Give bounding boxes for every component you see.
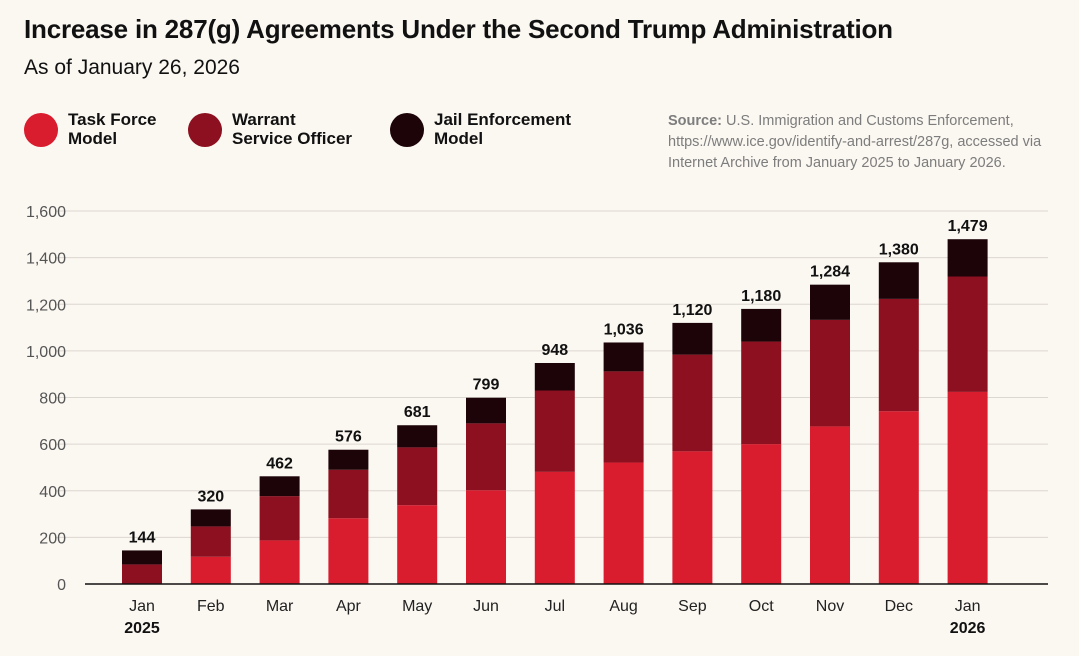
bar-total-label: 576 (335, 429, 362, 446)
bar-segment-warrant-service-officer (122, 564, 162, 584)
bar-segment-jail-enforcement-model (878, 262, 919, 299)
bar-segment-task-force-model (741, 444, 782, 584)
bar-segment-warrant-service-officer (741, 341, 782, 445)
y-tick-label: 1,000 (26, 344, 66, 361)
bar-segment-jail-enforcement-model (190, 509, 231, 527)
legend-swatch-jail-enforcement (390, 113, 424, 147)
source-text: U.S. Immigration and Customs Enforcement… (668, 113, 1042, 171)
legend-label-jail-enforcement: Jail Enforcement Model (434, 110, 571, 148)
bar-segment-jail-enforcement-model (122, 550, 162, 565)
bar-segment-warrant-service-officer (259, 496, 300, 541)
bar-total-label: 462 (266, 455, 293, 472)
x-tick-year: 2025 (124, 620, 160, 637)
bar-segment-warrant-service-officer (603, 371, 644, 463)
x-tick-label: Jul (545, 598, 565, 615)
chart-title: Increase in 287(g) Agreements Under the … (24, 14, 893, 44)
y-tick-label: 400 (39, 484, 66, 501)
bar-segment-jail-enforcement-model (259, 476, 300, 497)
bar-total-label: 320 (197, 488, 224, 505)
legend-item-warrant-service: Warrant Service Officer (188, 110, 352, 148)
bar-segment-warrant-service-officer (672, 354, 713, 452)
bar-segment-jail-enforcement-model (810, 284, 850, 320)
x-tick-label: Jan (129, 598, 155, 615)
y-tick-label: 1,400 (26, 251, 66, 268)
legend-label-warrant-service: Warrant Service Officer (232, 110, 353, 148)
x-tick-label: Sep (678, 598, 707, 615)
x-tick-label: Aug (609, 598, 637, 615)
x-tick-label: Jan (955, 598, 981, 615)
x-tick-label: Mar (266, 598, 294, 615)
y-tick-label: 1,200 (26, 297, 66, 314)
bar-segment-task-force-model (190, 556, 231, 584)
bar-segment-warrant-service-officer (534, 390, 575, 472)
bar-segment-warrant-service-officer (397, 447, 438, 506)
bar-segment-task-force-model (397, 505, 438, 584)
bar-segment-warrant-service-officer (328, 469, 369, 519)
legend-item-jail-enforcement: Jail Enforcement Model (390, 110, 571, 148)
bar-total-label: 799 (473, 377, 500, 394)
y-tick-label: 1,600 (26, 204, 66, 221)
bar-segment-jail-enforcement-model (672, 322, 713, 355)
bar-segment-jail-enforcement-model (534, 362, 575, 391)
source-note: Source: U.S. Immigration and Customs Enf… (668, 111, 1063, 174)
y-tick-label: 800 (39, 391, 66, 408)
bar-segment-task-force-model (878, 411, 919, 584)
x-tick-year: 2026 (950, 620, 986, 637)
bar-segment-warrant-service-officer (466, 423, 506, 491)
bar-segment-task-force-model (947, 391, 988, 584)
bar-segment-task-force-model (328, 518, 369, 584)
bar-segment-task-force-model (672, 451, 713, 584)
bar-segment-jail-enforcement-model (947, 239, 988, 277)
bar-segment-warrant-service-officer (190, 526, 231, 557)
bar-segment-task-force-model (603, 462, 644, 584)
x-tick-label: Dec (885, 598, 913, 615)
y-tick-label: 0 (57, 577, 66, 594)
legend-label-task-force: Task Force Model (68, 110, 157, 148)
bar-segment-task-force-model (534, 471, 575, 584)
bar-segment-warrant-service-officer (810, 319, 850, 427)
source-heading: Source: (668, 113, 722, 129)
x-tick-label: Jun (473, 598, 499, 615)
bar-segment-warrant-service-officer (947, 276, 988, 392)
bar-total-label: 1,380 (879, 241, 919, 258)
x-tick-label: Apr (336, 598, 362, 615)
bar-segment-task-force-model (259, 540, 300, 584)
bar-segment-warrant-service-officer (878, 298, 919, 412)
bar-total-label: 1,180 (741, 288, 781, 305)
bar-segment-jail-enforcement-model (397, 425, 438, 448)
x-tick-label: May (402, 598, 432, 615)
bar-total-label: 1,284 (810, 264, 850, 281)
bar-segment-jail-enforcement-model (603, 342, 644, 372)
bar-total-label: 948 (541, 342, 568, 359)
bar-total-label: 1,120 (672, 302, 712, 319)
bar-segment-task-force-model (466, 490, 506, 584)
y-tick-label: 200 (39, 530, 66, 547)
bar-total-label: 681 (404, 404, 431, 421)
bar-total-label: 1,036 (604, 321, 644, 338)
x-tick-label: Nov (816, 598, 844, 615)
x-tick-label: Feb (197, 598, 225, 615)
chart-subtitle: As of January 26, 2026 (24, 56, 240, 79)
y-tick-label: 600 (39, 437, 66, 454)
legend-swatch-warrant-service (188, 113, 222, 147)
bar-segment-jail-enforcement-model (741, 308, 782, 342)
bar-segment-jail-enforcement-model (466, 397, 506, 424)
bar-segment-jail-enforcement-model (328, 449, 369, 470)
bar-total-label: 144 (129, 529, 156, 546)
bar-segment-task-force-model (810, 426, 850, 584)
legend-swatch-task-force (24, 113, 58, 147)
bar-total-label: 1,479 (948, 218, 988, 235)
x-tick-label: Oct (749, 598, 774, 615)
legend-item-task-force: Task Force Model (24, 110, 157, 148)
